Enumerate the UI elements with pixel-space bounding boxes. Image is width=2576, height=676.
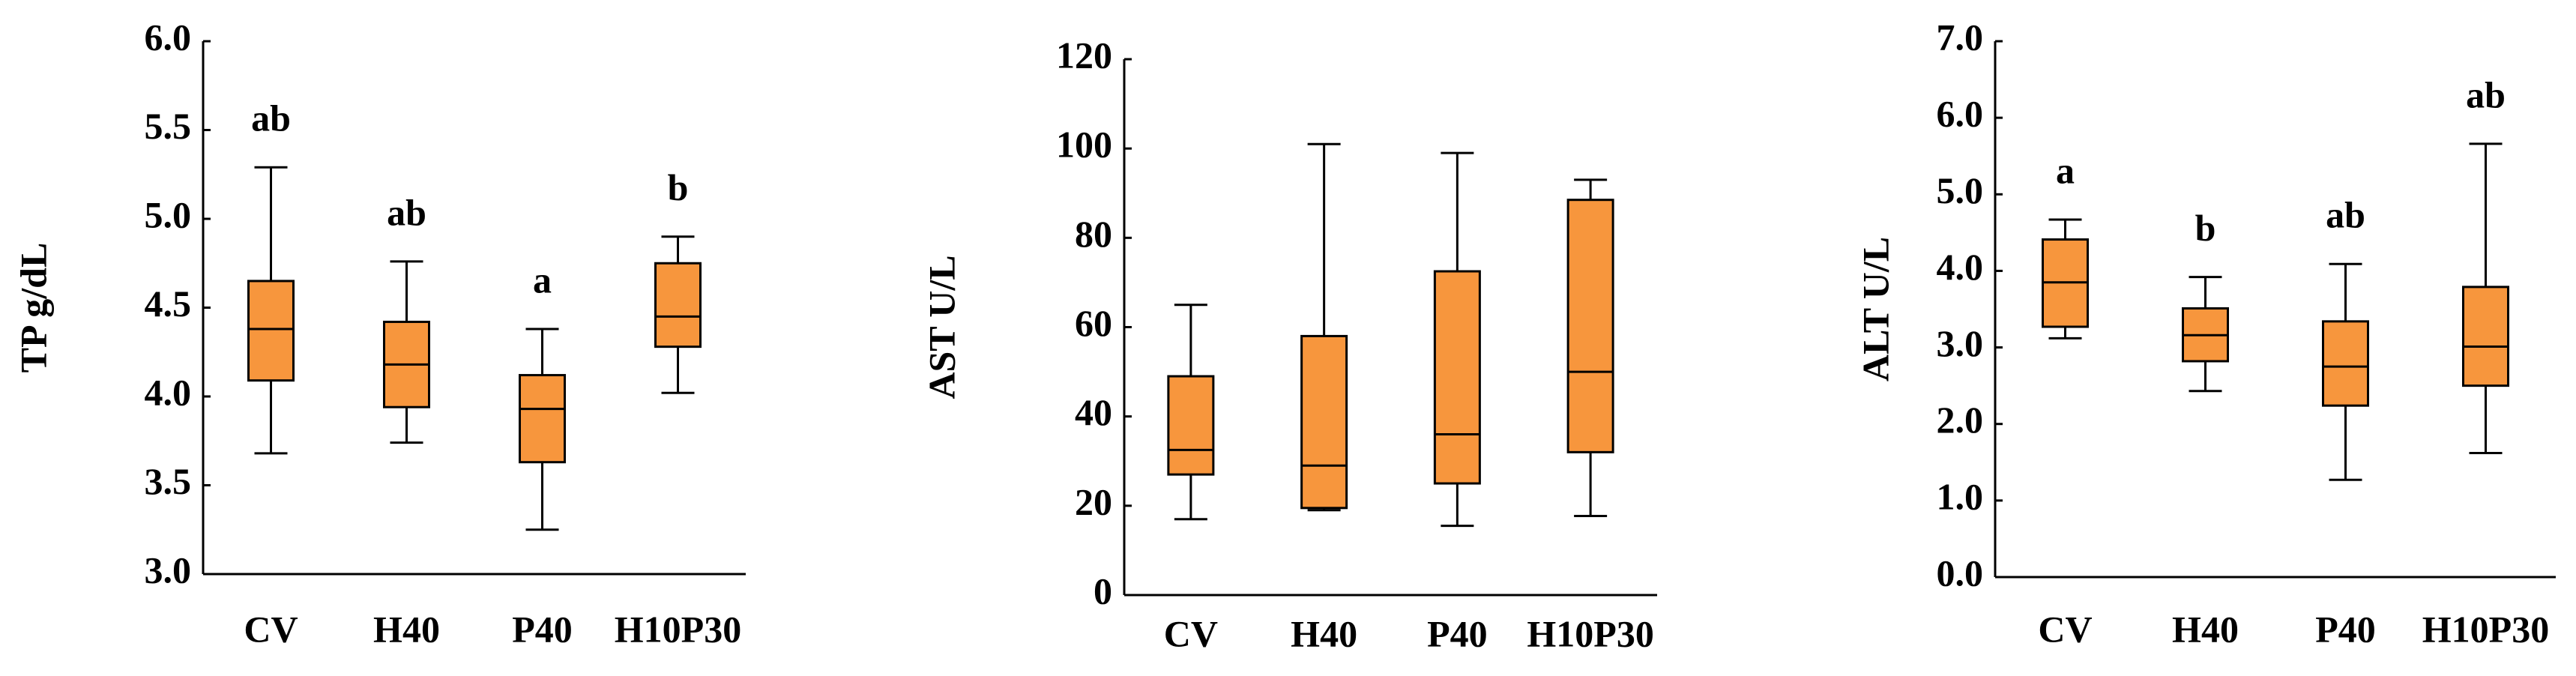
- x-tick-label: H40: [373, 608, 440, 650]
- y-tick-label: 0.0: [1937, 552, 1984, 594]
- x-tick-label: CV: [1164, 612, 1218, 654]
- box: [2322, 320, 2369, 407]
- box: [1433, 270, 1481, 485]
- y-tick-label: 7.0: [1937, 16, 1984, 58]
- significance-letter: ab: [251, 97, 291, 139]
- significance-letter: ab: [387, 191, 426, 233]
- y-tick-label: 4.5: [145, 283, 192, 325]
- chart: 0 20 40 60 80 100 120 AST U/L CV H40 P40 H10P30: [920, 34, 1657, 654]
- y-tick-label: 5.0: [145, 193, 192, 235]
- x-tick-label: CV: [2038, 608, 2092, 650]
- y-tick-label: 3.0: [145, 549, 192, 591]
- box: [1300, 334, 1348, 510]
- box: [1566, 199, 1614, 453]
- y-tick-label: 6.0: [145, 16, 192, 58]
- x-tick-label: P40: [512, 608, 573, 650]
- x-tick-label: P40: [1427, 612, 1488, 654]
- y-tick-label: 6.0: [1937, 93, 1984, 135]
- y-tick-label: 40: [1075, 391, 1112, 433]
- y-tick-label: 1.0: [1937, 475, 1984, 517]
- y-tick-label: 0: [1094, 570, 1112, 612]
- y-tick-label: 100: [1056, 124, 1112, 166]
- x-tick-label: P40: [2315, 608, 2376, 650]
- x-tick-label: CV: [244, 608, 298, 650]
- y-tick-label: 20: [1075, 480, 1112, 522]
- x-tick-label: H10P30: [2422, 608, 2549, 650]
- significance-letter: b: [2195, 207, 2216, 249]
- y-axis-label: TP g/dL: [12, 243, 54, 373]
- y-axis-label: ALT U/L: [1854, 237, 1896, 381]
- y-tick-label: 3.5: [145, 460, 192, 502]
- y-tick-label: 5.0: [1937, 169, 1984, 211]
- significance-letter: ab: [2326, 194, 2365, 236]
- significance-letter: a: [2056, 149, 2075, 191]
- significance-letter: ab: [2466, 73, 2506, 115]
- box: [1167, 375, 1215, 476]
- significance-letter: a: [533, 259, 552, 301]
- chart: 3.03.54.04.55.05.56.0TP g/dLCVabH40abP40…: [12, 16, 746, 650]
- y-tick-label: 3.0: [1937, 322, 1984, 364]
- box: [247, 280, 295, 382]
- box: [2462, 286, 2509, 387]
- x-tick-label: H10P30: [1527, 612, 1653, 654]
- y-tick-label: 80: [1075, 213, 1112, 255]
- x-tick-label: H40: [2172, 608, 2239, 650]
- box: [654, 262, 702, 348]
- x-tick-label: H10P30: [615, 608, 741, 650]
- significance-letter: b: [668, 166, 689, 208]
- box: [519, 374, 566, 464]
- y-tick-label: 120: [1056, 34, 1112, 76]
- y-tick-label: 5.5: [145, 105, 192, 147]
- y-tick-label: 4.0: [1937, 246, 1984, 288]
- y-tick-label: 60: [1075, 302, 1112, 344]
- y-axis-label: AST U/L: [920, 255, 962, 399]
- y-tick-label: 2.0: [1937, 399, 1984, 441]
- chart: 0.0 1.0 2.0 3.0 4.0 5.0 6.0 7.0 ALT U/L CV a H40 b P4…: [1854, 16, 2556, 650]
- y-tick-label: 4.0: [145, 371, 192, 413]
- x-tick-label: H40: [1291, 612, 1357, 654]
